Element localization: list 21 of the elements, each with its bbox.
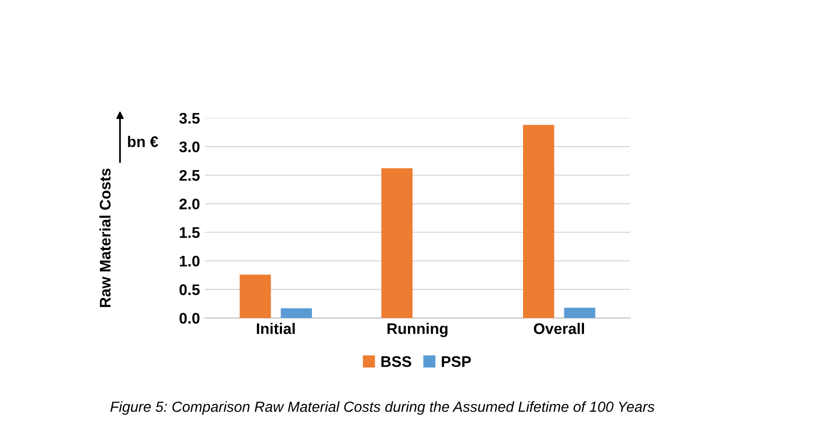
y-tick-label: 1.0 [180,256,200,267]
x-tick-label: Initial [256,322,295,334]
y-axis-title: Raw Material Costs [99,168,111,308]
bar [240,274,271,318]
bar [381,168,413,318]
caption: Figure 5: Comparison Raw Material Costs during the Assumed Lifetime of 100 Years [110,401,654,415]
y-tick-label: 1.5 [180,227,200,238]
y-tick-label: 2.5 [179,170,200,181]
bar [280,308,312,318]
x-tick-label: Running [388,322,448,338]
legend-label: BSS [381,356,412,367]
bar [523,124,554,318]
y-tick-label: 2.0 [179,198,200,210]
y-tick-label: 3.5 [179,112,200,124]
text: bn € [128,136,158,148]
bar [564,308,596,318]
legend-label: PSP [442,356,471,367]
x-tick-label: Overall [534,322,584,334]
y-tick-label: 3.0 [179,141,200,152]
y-tick-label: 0.5 [180,284,200,296]
y-tick-label: 0.0 [180,312,200,324]
